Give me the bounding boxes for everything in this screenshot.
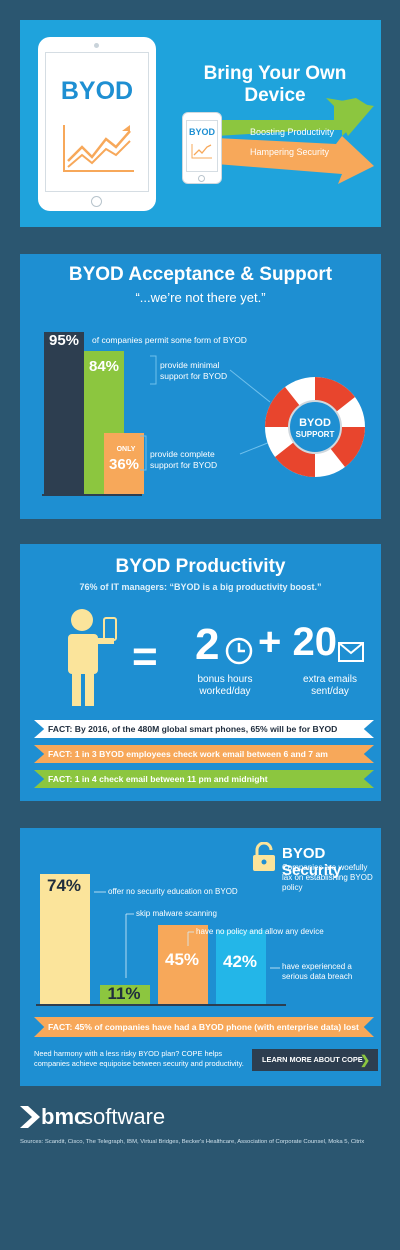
arrow-down-label: Hampering Security	[250, 147, 330, 157]
text-no-security-education: offer no security education on BYOD	[108, 887, 238, 896]
tablet-screen	[45, 52, 149, 192]
lifebuoy-icon	[265, 377, 365, 477]
hours-value: 2	[195, 620, 220, 669]
growth-chart-icon	[63, 125, 134, 172]
text-permit-byod: of companies permit some form of BYOD	[92, 335, 247, 345]
value-95: 95%	[48, 332, 80, 349]
envelope-icon	[338, 642, 364, 662]
chevron-right-icon: ❯	[359, 1053, 370, 1067]
lifebuoy-line1: BYOD	[299, 417, 331, 429]
security-panel: BYOD Security Companies are woefully lax…	[20, 828, 381, 1086]
bar-permit-byod	[44, 332, 84, 494]
person-with-phone-icon	[68, 609, 117, 706]
clock-icon	[225, 637, 253, 665]
productivity-subtitle: 76% of IT managers: “BYOD is a big produ…	[79, 582, 322, 592]
hours-label1: bonus hours	[197, 674, 253, 685]
cope-description: Need harmony with a less risky BYOD plan…	[34, 1049, 244, 1068]
emails-value: + 20	[258, 620, 337, 664]
fact-banner-night-email: FACT: 1 in 4 check email between 11 pm a…	[34, 770, 374, 788]
value-74: 74%	[46, 876, 82, 895]
arrow-up-label: Boosting Productivity	[250, 127, 335, 137]
tablet-illustration: BYOD	[38, 37, 156, 211]
brand-software: software	[82, 1104, 166, 1129]
text-data-breach: have experienced a serious data breach	[282, 962, 353, 981]
text-minimal-support: provide minimal support for BYOD	[160, 360, 228, 381]
phone-home-button	[198, 175, 205, 182]
security-baseline	[36, 1004, 286, 1006]
acceptance-subtitle: “...we’re not there yet.”	[135, 290, 266, 305]
header-title: Bring Your Own Device	[203, 63, 347, 106]
text-skip-malware: skip malware scanning	[136, 909, 217, 918]
text-complete-support: provide complete support for BYOD	[150, 449, 218, 470]
phone-byod-label: BYOD	[188, 127, 215, 137]
arrow-down-orange	[216, 136, 374, 184]
fact-banner-lost-phone: FACT: 45% of companies have had a BYOD p…	[34, 1017, 374, 1037]
acceptance-baseline	[42, 494, 142, 496]
lifebuoy-line2: SUPPORT	[295, 430, 335, 439]
text-no-policy: have no policy and allow any device	[196, 927, 324, 936]
equals-sign: =	[132, 632, 158, 681]
sources-note: Sources: Scandit, Cisco, The Telegraph, …	[20, 1139, 365, 1145]
bar-complete-support	[104, 433, 144, 494]
bar-skip-malware	[100, 985, 150, 1004]
security-title: BYOD Security	[282, 845, 342, 879]
value-45: 45%	[164, 950, 200, 969]
only-label: ONLY	[116, 446, 136, 453]
hours-label2: worked/day	[199, 686, 251, 697]
bar-no-policy	[158, 925, 208, 1004]
learn-more-cope-label: LEARN MORE ABOUT COPE	[262, 1055, 363, 1064]
value-36: 36%	[108, 456, 140, 473]
brand-bmc: bmc	[41, 1104, 87, 1129]
padlock-icon	[253, 842, 275, 871]
acceptance-title: BYOD Acceptance & Support	[68, 264, 333, 285]
security-subtitle: Companies are woefully lax on establishi…	[282, 863, 373, 892]
header-panel: BYOD Bring Your Own Device Boosting Prod…	[20, 20, 381, 227]
phone-chart-icon	[191, 144, 212, 159]
bmc-chevron-icon	[20, 1106, 40, 1128]
security-leader-lines	[94, 891, 280, 978]
emails-label1: extra emails	[303, 674, 357, 685]
phone-illustration: BYOD	[182, 112, 222, 184]
value-42: 42%	[222, 952, 258, 971]
arrow-up-green	[216, 98, 374, 136]
tablet-home-button	[91, 196, 102, 207]
acceptance-panel: BYOD Acceptance & Support “...we’re not …	[20, 254, 381, 519]
emails-label2: sent/day	[311, 686, 349, 697]
bar-no-security-education	[40, 874, 90, 1004]
fact-banner-smartphones: FACT: By 2016, of the 480M global smart …	[34, 720, 374, 738]
value-11: 11%	[107, 984, 141, 1003]
phone-screen	[186, 120, 218, 172]
value-84: 84%	[88, 358, 120, 375]
fact-banner-morning-email: FACT: 1 in 3 BYOD employees check work e…	[34, 745, 374, 763]
bar-data-breach	[216, 930, 266, 1004]
productivity-panel: BYOD Productivity 76% of IT managers: “B…	[20, 544, 381, 801]
learn-more-cope-button[interactable]: LEARN MORE ABOUT COPE ❯	[252, 1049, 378, 1071]
tablet-byod-label: BYOD	[60, 77, 134, 105]
tablet-camera	[94, 43, 99, 48]
productivity-title: BYOD Productivity	[115, 556, 286, 577]
